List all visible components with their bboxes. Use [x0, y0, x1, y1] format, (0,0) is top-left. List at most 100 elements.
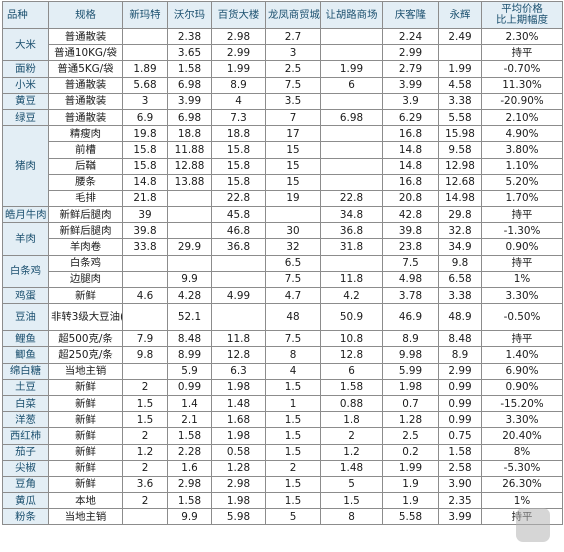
price-cell: 1.58: [167, 492, 212, 510]
price-cell: 12.68: [438, 173, 482, 191]
price-cell: 4.98: [382, 270, 439, 289]
price-cell: 15: [265, 157, 321, 175]
price-cell: 8: [320, 508, 383, 526]
category-cell: 土豆: [2, 378, 49, 396]
price-cell: 2: [122, 427, 168, 445]
price-cell: 12.8: [320, 346, 383, 364]
price-cell: 7.5: [265, 330, 321, 348]
avg-change-cell: 3.80%: [481, 141, 563, 159]
price-cell: 2.99: [382, 44, 439, 62]
spec-cell: 新鲜: [48, 459, 123, 477]
spec-cell: 当地主销: [48, 362, 123, 380]
price-cell: 1.2: [122, 443, 168, 461]
price-cell: 15.8: [211, 157, 266, 175]
header-store: 龙凤商贸城: [265, 1, 321, 29]
price-cell: 8.48: [438, 330, 482, 348]
price-cell: 3.99: [438, 508, 482, 526]
category-cell: 豆油: [2, 303, 49, 332]
price-cell: 11.8: [211, 330, 266, 348]
avg-change-cell: 20.40%: [481, 427, 563, 445]
price-cell: 5.99: [382, 362, 439, 380]
price-cell: 42.8: [382, 206, 439, 224]
category-cell: 羊肉: [2, 222, 49, 256]
price-cell: 10.8: [320, 330, 383, 348]
spec-cell: 新鲜: [48, 378, 123, 396]
category-cell: 绿豆: [2, 108, 49, 127]
table-row: 土豆 新鲜 2 0.99 1.98 1.5 1.58 1.98 0.99 0.90%: [2, 378, 563, 396]
price-cell: [122, 362, 168, 380]
header-avg-line1: 平均价格: [501, 2, 543, 15]
price-cell: [320, 92, 383, 110]
price-cell: 33.8: [122, 238, 168, 256]
header-store: 百货大楼: [211, 1, 266, 29]
price-cell: 39.8: [122, 222, 168, 240]
price-cell: 48.9: [438, 303, 482, 332]
category-cell: 尖椒: [2, 459, 49, 477]
price-cell: 15: [265, 173, 321, 191]
price-cell: 5: [320, 475, 383, 494]
price-cell: 5.98: [211, 508, 266, 526]
avg-change-cell: 1.10%: [481, 157, 563, 175]
category-cell: 皓月牛肉: [2, 206, 49, 224]
spec-cell: 非转3级大豆油(5升): [48, 303, 123, 332]
price-cell: 2.98: [211, 27, 266, 46]
price-cell: [320, 44, 383, 62]
price-cell: 50.9: [320, 303, 383, 332]
price-cell: 1.5: [122, 411, 168, 429]
price-cell: 4.7: [265, 286, 321, 305]
avg-change-cell: -5.30%: [481, 459, 563, 477]
price-cell: 2.58: [438, 459, 482, 477]
avg-change-cell: 持平: [481, 44, 563, 62]
price-cell: 8.9: [438, 346, 482, 364]
price-cell: 2.5: [382, 427, 439, 445]
price-cell: 8: [265, 346, 321, 364]
price-cell: 1.68: [211, 411, 266, 429]
avg-change-cell: -20.90%: [481, 92, 563, 110]
table-row: 面粉 普通5KG/袋 1.89 1.58 1.99 2.5 1.99 2.79 1.99 -0.7…: [2, 60, 563, 78]
price-cell: 14.8: [122, 173, 168, 191]
spec-cell: 新鲜后腿肉: [48, 222, 123, 240]
price-cell: 11.8: [320, 270, 383, 289]
price-cell: [122, 44, 168, 62]
price-cell: 4.99: [211, 286, 266, 305]
price-cell: 9.9: [167, 270, 212, 289]
price-cell: 16.8: [382, 173, 439, 191]
price-cell: 8.99: [167, 346, 212, 364]
price-cell: 2.49: [438, 27, 482, 46]
price-cell: [167, 254, 212, 272]
price-cell: 6.9: [122, 108, 168, 127]
avg-change-cell: 2.30%: [481, 27, 563, 46]
avg-change-cell: 持平: [481, 206, 563, 224]
price-cell: 2.38: [167, 27, 212, 46]
price-cell: 15.8: [122, 157, 168, 175]
spec-cell: 毛排: [48, 189, 123, 208]
header-avg-line2: 比上期幅度: [496, 14, 548, 26]
price-cell: 2.28: [167, 443, 212, 461]
price-cell: 4: [211, 92, 266, 110]
price-cell: 20.8: [382, 189, 439, 208]
price-cell: [320, 141, 383, 159]
table-row: 普通10KG/袋 3.65 2.99 3 2.99 持平: [3, 44, 563, 62]
spec-cell: 新鲜: [48, 411, 123, 429]
price-cell: 1.58: [167, 427, 212, 445]
category-cell: 面粉: [2, 60, 49, 78]
price-cell: 1: [265, 394, 321, 413]
spec-cell: 新鲜后腿肉: [48, 206, 123, 224]
spec-cell: 普通10KG/袋: [48, 44, 123, 62]
price-cell: 9.9: [167, 508, 212, 526]
price-cell: [122, 508, 168, 526]
price-cell: 5.9: [167, 362, 212, 380]
price-cell: 0.2: [382, 443, 439, 461]
price-cell: 11.88: [167, 141, 212, 159]
spec-cell: 前槽: [48, 141, 123, 159]
price-cell: 1.98: [382, 378, 439, 396]
avg-change-cell: 1.40%: [481, 346, 563, 364]
price-cell: 13.88: [167, 173, 212, 191]
price-cell: 17: [265, 125, 321, 143]
category-cell: 洋葱: [2, 411, 49, 429]
table-row: 毛排 21.8 22.8 19 22.8 20.8 14.98 1.70%: [3, 189, 563, 208]
avg-change-cell: 6.90%: [481, 362, 563, 380]
price-cell: 6.3: [211, 362, 266, 380]
table-row: 羊肉 新鲜后腿肉 39.8 46.8 30 36.8 39.8 32.8 -1.30%: [2, 222, 563, 256]
